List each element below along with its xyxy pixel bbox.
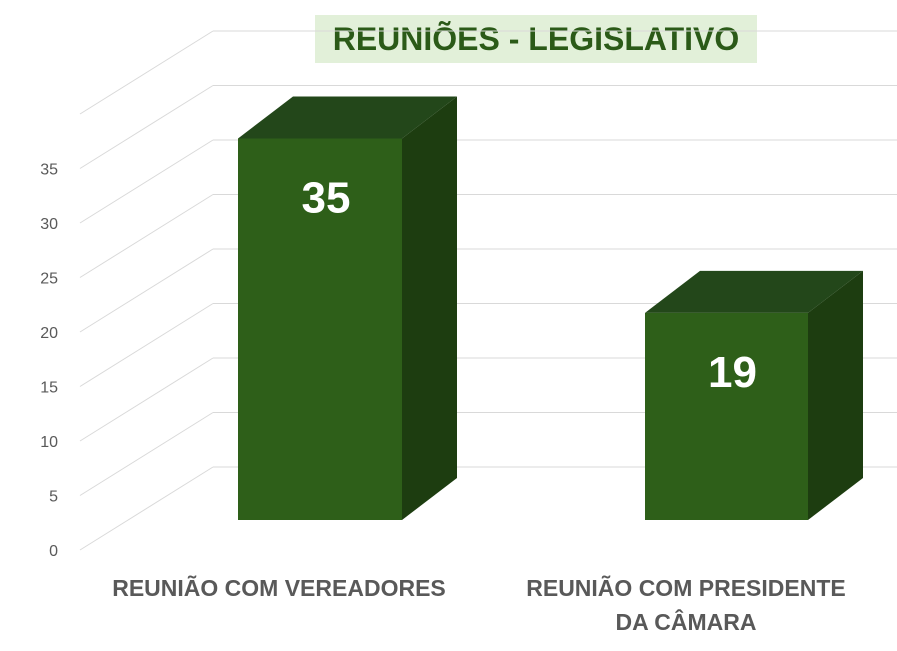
category-label: REUNIÃO COM VEREADORES bbox=[112, 574, 446, 601]
bar-top bbox=[238, 96, 457, 139]
y-tick-label: 30 bbox=[40, 216, 58, 233]
chart-title: REUNIÕES - LEGISLATIVO bbox=[332, 20, 740, 57]
y-tick-label: 10 bbox=[40, 434, 58, 451]
y-tick-label: 5 bbox=[49, 489, 58, 506]
data-label: 19 bbox=[708, 348, 757, 397]
gridline-side bbox=[79, 466, 214, 551]
category-label: REUNIÃO COM PRESIDENTE bbox=[526, 574, 845, 601]
gridline-side bbox=[79, 194, 214, 278]
y-axis-ticks: 0 5 10 15 20 25 30 35 bbox=[40, 162, 58, 561]
gridline-side bbox=[79, 303, 214, 387]
data-label: 35 bbox=[302, 174, 351, 223]
data-labels: 35 19 bbox=[302, 174, 757, 397]
bar-side bbox=[808, 270, 863, 520]
y-tick-label: 20 bbox=[40, 325, 58, 342]
bar-top bbox=[645, 270, 863, 313]
y-tick-label: 25 bbox=[40, 271, 58, 288]
gridline-side bbox=[79, 139, 214, 224]
gridline-side bbox=[79, 30, 214, 115]
category-labels: REUNIÃO COM VEREADORES REUNIÃO COM PRESID… bbox=[112, 574, 846, 635]
bar bbox=[238, 138, 402, 520]
gridline-side bbox=[79, 412, 214, 496]
y-tick-label: 0 bbox=[49, 543, 58, 560]
gridline-side bbox=[79, 357, 214, 442]
bar bbox=[645, 312, 808, 520]
y-tick-label: 15 bbox=[40, 380, 58, 397]
gridline-side bbox=[79, 85, 214, 169]
bars bbox=[238, 96, 863, 520]
bar-side bbox=[402, 96, 457, 520]
gridline-side bbox=[79, 248, 214, 333]
chart-title-box: REUNIÕES - LEGISLATIVO bbox=[315, 15, 757, 63]
category-label: DA CÂMARA bbox=[616, 608, 757, 635]
y-tick-label: 35 bbox=[40, 162, 58, 179]
